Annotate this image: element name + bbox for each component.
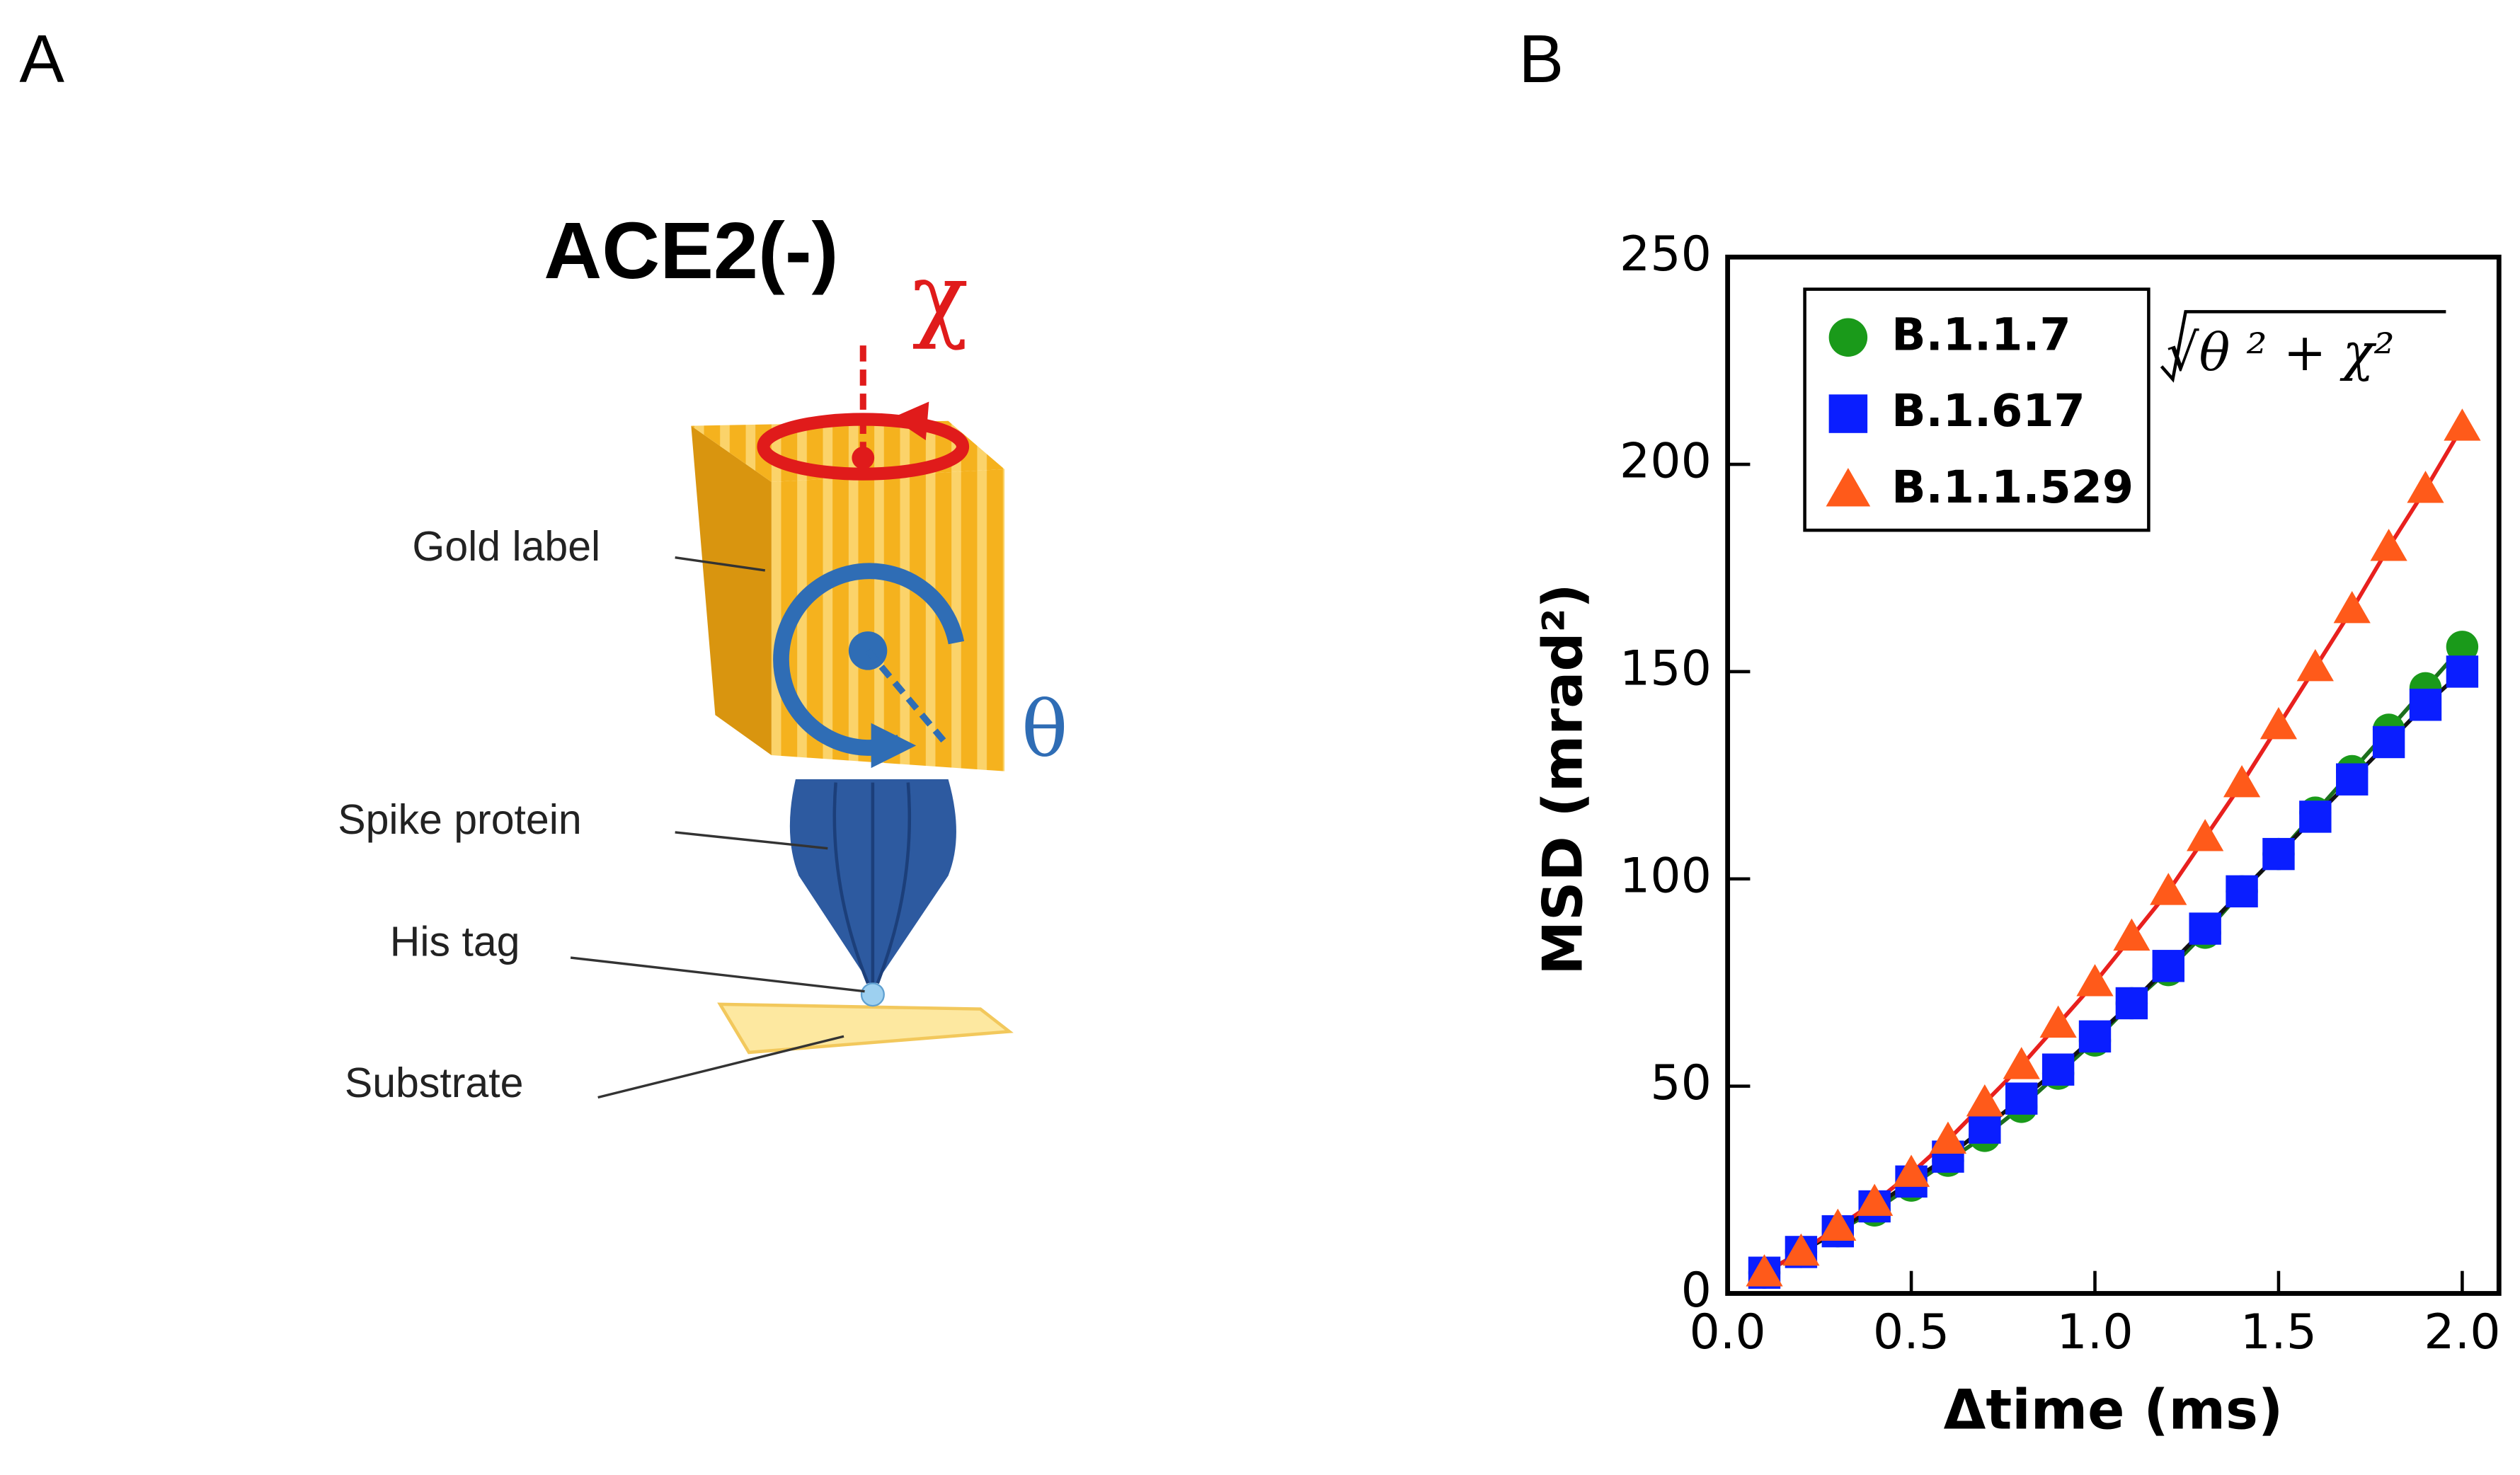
his-tag — [860, 982, 885, 1007]
chi-rotation — [757, 413, 970, 481]
leader-line — [570, 956, 865, 993]
data-point — [1929, 1121, 1967, 1154]
diagram-label: Gold label — [412, 523, 600, 570]
diagram: ACE2(-) χ θ Gold label Spike protein His… — [338, 206, 1067, 1106]
data-point — [2152, 950, 2184, 982]
diagram-label: Spike protein — [338, 796, 581, 843]
data-point — [2039, 1005, 2077, 1038]
leader-line — [675, 556, 766, 572]
legend-label: B.1.617 — [1891, 384, 2085, 437]
data-point — [1966, 1084, 2003, 1117]
x-tick-label: 1.5 — [2240, 1304, 2317, 1360]
data-point — [2444, 408, 2481, 441]
chi-arrow — [892, 401, 929, 441]
cube-front — [771, 469, 1005, 771]
data-point — [2187, 819, 2224, 851]
radical-sign — [2160, 310, 2446, 383]
leader-line — [675, 831, 828, 850]
x-tick-label: 0.5 — [1873, 1304, 1949, 1360]
x-tick-label: 1.0 — [2056, 1304, 2133, 1360]
data-point — [1969, 1111, 2001, 1144]
substrate — [717, 1002, 1014, 1055]
data-point — [2299, 800, 2332, 833]
data-point — [2226, 875, 2258, 908]
legend-marker — [1828, 318, 1868, 357]
data-point — [1819, 1208, 1857, 1241]
theta-rotation — [773, 563, 965, 756]
data-point — [2446, 631, 2479, 663]
data-point — [1856, 1183, 1894, 1216]
diagram-label: Substrate — [345, 1060, 524, 1106]
spike-detail — [832, 782, 912, 985]
data-point — [2003, 1047, 2040, 1079]
leader-line — [597, 1035, 844, 1099]
data-point — [2333, 590, 2371, 624]
y-tick-label: 150 — [1620, 641, 1712, 696]
data-point — [2407, 471, 2444, 503]
data-point — [2296, 648, 2334, 682]
chi-symbol: χ — [912, 243, 968, 352]
diagram-title: ACE2(-) — [544, 206, 838, 296]
chi-dot — [852, 447, 875, 469]
theta-symbol: θ — [1021, 684, 1068, 774]
legend-marker — [1828, 394, 1868, 433]
data-point — [2372, 725, 2405, 759]
data-point — [1746, 1254, 1783, 1287]
data-point — [2223, 764, 2261, 798]
y-axis-label: MSD (mrad²) — [1532, 583, 1596, 975]
x-tick-label: 2.0 — [2424, 1304, 2500, 1360]
data-point — [2115, 987, 2148, 1020]
data-point — [2370, 529, 2407, 561]
theta-arrow — [871, 723, 917, 769]
x-tick-label: 0.0 — [1689, 1304, 1765, 1360]
y-tick-label: 100 — [1620, 848, 1712, 904]
data-point — [2260, 706, 2298, 740]
y-tick-label: 50 — [1650, 1055, 1712, 1111]
data-point — [2076, 964, 2114, 997]
legend-label: B.1.1.7 — [1891, 308, 2071, 360]
data-point — [2336, 763, 2369, 796]
legend-label: B.1.1.529 — [1891, 461, 2134, 513]
data-point — [2113, 918, 2150, 951]
panel-label: B — [1518, 22, 1564, 97]
diagram-label: His tag — [390, 918, 520, 965]
data-point — [2150, 873, 2187, 905]
cube-side — [691, 425, 772, 755]
data-point — [2446, 655, 2479, 688]
data-point — [2005, 1082, 2038, 1115]
fit-line — [1763, 425, 2464, 1275]
y-tick-label: 200 — [1620, 434, 1712, 490]
legend-marker — [1826, 468, 1871, 507]
data-point — [2262, 837, 2295, 871]
data-point — [2078, 1020, 2112, 1053]
data-point — [2041, 1053, 2075, 1086]
panel-label: A — [19, 22, 64, 97]
y-tick-label: 250 — [1620, 226, 1712, 282]
data-point — [2189, 912, 2221, 945]
annotation: √θ ² + χ² — [2166, 323, 2394, 383]
y-tick-label: 0 — [1681, 1263, 1712, 1319]
data-point — [1782, 1233, 1820, 1266]
data-point — [2409, 689, 2442, 721]
plot-frame — [1725, 254, 2502, 1296]
data-point — [1892, 1154, 1930, 1187]
x-axis-label: Δtime (ms) — [1944, 1379, 2284, 1442]
